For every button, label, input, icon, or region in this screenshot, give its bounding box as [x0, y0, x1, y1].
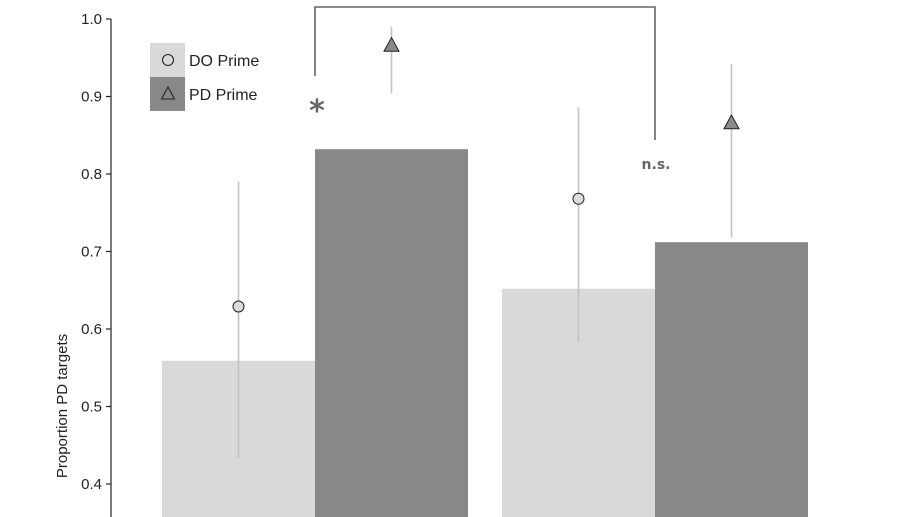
- y-tick-label: 0.6: [81, 321, 102, 338]
- data-point-circle: [572, 192, 585, 205]
- bar-pd-prime-group-2: [655, 242, 808, 517]
- significance-bracket: [314, 6, 656, 140]
- bars-layer: [162, 149, 808, 517]
- markers-layer: [232, 36, 740, 313]
- y-tick-label: 0.9: [81, 89, 102, 106]
- y-tick-label: 0.5: [81, 399, 102, 416]
- data-point-triangle: [383, 36, 400, 52]
- y-tick-label: 0.4: [81, 476, 102, 493]
- legend-triangle-icon: [160, 85, 176, 100]
- y-tick-label: 1.0: [81, 11, 102, 28]
- bar-pd-prime-group-1: [315, 149, 468, 517]
- data-point-circle: [232, 300, 245, 313]
- significance-star: *: [309, 94, 325, 129]
- y-tick-label: 0.7: [81, 244, 102, 261]
- legend-label-do-prime: DO Prime: [189, 53, 259, 70]
- errorbars-layer: [237, 26, 733, 459]
- y-tick-label: 0.8: [81, 166, 102, 183]
- legend-swatch-do-prime: [150, 43, 185, 77]
- not-significant-label: n.s.: [642, 157, 671, 173]
- legend-swatch-pd-prime: [150, 77, 185, 111]
- legend-circle-icon: [161, 53, 175, 67]
- y-axis-title: Proportion PD targets: [54, 334, 71, 478]
- y-ticks: 0.4 0.5 0.6 0.7 0.8 0.9 1.0: [81, 11, 111, 493]
- legend-label-pd-prime: PD Prime: [189, 87, 258, 104]
- legend: DO Prime PD Prime: [150, 43, 259, 111]
- data-point-triangle: [723, 114, 740, 130]
